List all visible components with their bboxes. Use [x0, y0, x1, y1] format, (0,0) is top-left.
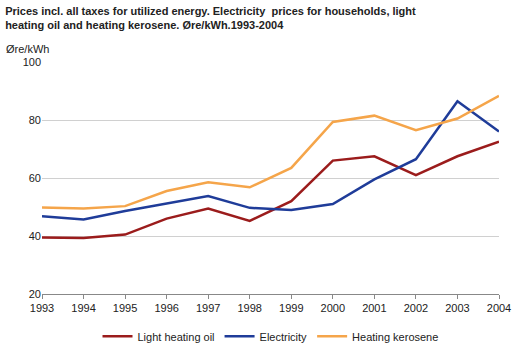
svg-text:60: 60: [29, 172, 41, 184]
svg-text:Electricity: Electricity: [260, 331, 308, 343]
svg-text:1996: 1996: [154, 302, 178, 314]
svg-text:Light heating oil: Light heating oil: [138, 331, 215, 343]
svg-text:1997: 1997: [196, 302, 220, 314]
svg-text:Heating kerosene: Heating kerosene: [352, 331, 438, 343]
svg-text:40: 40: [29, 230, 41, 242]
svg-text:Øre/kWh: Øre/kWh: [6, 43, 49, 55]
svg-text:2000: 2000: [321, 302, 345, 314]
svg-text:1998: 1998: [237, 302, 261, 314]
svg-text:1995: 1995: [113, 302, 137, 314]
svg-text:2003: 2003: [445, 302, 469, 314]
svg-text:1999: 1999: [279, 302, 303, 314]
svg-text:1993: 1993: [30, 302, 54, 314]
svg-text:100: 100: [23, 56, 41, 68]
svg-text:20: 20: [29, 288, 41, 300]
svg-text:2001: 2001: [362, 302, 386, 314]
svg-text:Prices incl. all taxes for uti: Prices incl. all taxes for utilized ener…: [5, 5, 416, 31]
svg-text:2004: 2004: [487, 302, 511, 314]
svg-text:2002: 2002: [404, 302, 428, 314]
svg-text:1994: 1994: [71, 302, 95, 314]
svg-text:80: 80: [29, 114, 41, 126]
